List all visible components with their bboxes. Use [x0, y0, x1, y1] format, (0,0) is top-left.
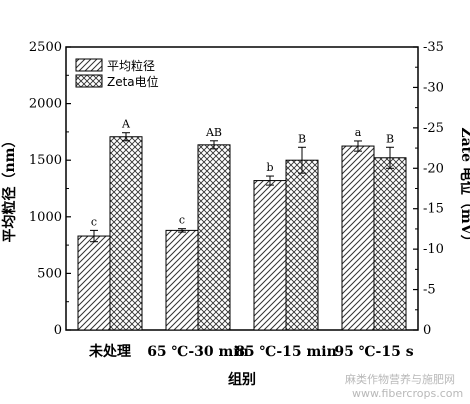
legend: 平均粒径 Zeta电位	[75, 58, 159, 89]
category-label: 95 ℃-15 s	[334, 344, 413, 360]
zeta-bar	[373, 157, 407, 331]
right-tick-label: -15	[423, 202, 444, 217]
right-tick-label: -20	[423, 161, 444, 176]
left-axis-ticks: 0 500 1000 1500 2000 2500	[29, 40, 71, 338]
y-axis-title-left: 平均粒径（nm）	[1, 134, 18, 243]
legend-label-zeta: Zeta电位	[107, 74, 159, 89]
significance-letter: c	[179, 214, 185, 227]
significance-letter: B	[386, 132, 394, 145]
watermark-line-1: 麻类作物营养与施肥网	[345, 372, 455, 386]
right-tick-label: -30	[423, 80, 444, 95]
zeta-bar	[109, 136, 143, 331]
category-label: 85 ℃-15 min	[235, 344, 337, 360]
watermark-line-2: www.fibercrops.com	[352, 387, 463, 400]
legend-swatch-zeta	[75, 74, 103, 88]
significance-letter: a	[355, 126, 362, 139]
y-axis-title-right: Zate 电位（mV）	[458, 127, 470, 248]
right-axis-ticks: 0 -5 -10 -15 -20 -25 -30 -35	[413, 40, 444, 338]
left-tick-label: 2000	[29, 97, 62, 112]
right-tick-label: -25	[423, 121, 444, 136]
left-tick-label: 2500	[29, 40, 62, 55]
zeta-bar	[197, 144, 231, 331]
right-tick-label: -10	[423, 242, 444, 257]
size-bar	[77, 235, 111, 331]
size-bar	[341, 145, 375, 331]
left-tick-label: 1500	[29, 153, 62, 168]
significance-letter: A	[121, 118, 131, 131]
bars: c Ac AB b B a B	[77, 118, 407, 331]
size-bar	[165, 229, 199, 331]
category-label: 未处理	[89, 343, 131, 360]
left-tick-label: 1000	[29, 210, 62, 225]
significance-letter: b	[266, 161, 273, 174]
right-tick-label: 0	[423, 323, 431, 338]
significance-letter: c	[91, 215, 97, 228]
left-tick-label: 0	[54, 323, 62, 338]
legend-swatch-size	[75, 58, 103, 72]
significance-letter: AB	[205, 126, 222, 139]
left-tick-label: 500	[37, 266, 62, 281]
significance-letter: B	[298, 132, 306, 145]
size-bar	[253, 180, 287, 331]
right-tick-label: -5	[423, 283, 436, 298]
zeta-bar	[285, 159, 319, 331]
category-label: 65 ℃-30 min	[147, 344, 249, 360]
x-axis-title: 组别	[228, 371, 256, 388]
legend-label-size: 平均粒径	[107, 58, 155, 73]
right-tick-label: -35	[423, 40, 444, 55]
